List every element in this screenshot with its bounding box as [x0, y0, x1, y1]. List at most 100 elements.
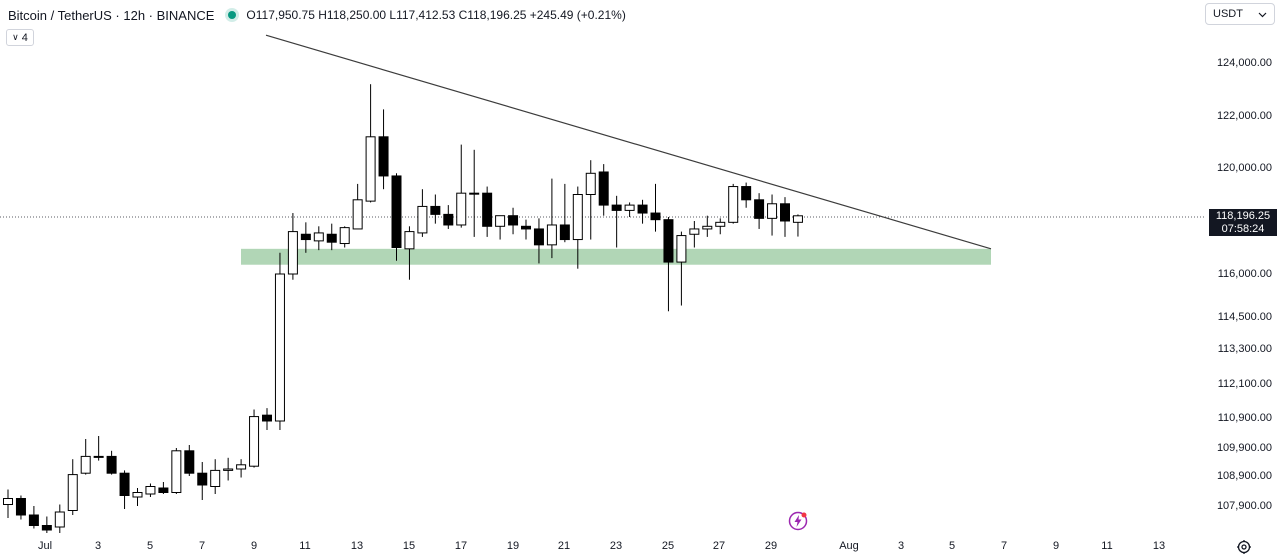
- time-label: 23: [609, 540, 623, 552]
- candle-up: [339, 227, 350, 245]
- candle-up: [715, 221, 726, 227]
- price-scale[interactable]: 124,000.00 122,000.00 120,000.00 116,000…: [1205, 0, 1280, 558]
- candle-up: [417, 205, 428, 234]
- candle-down: [15, 498, 26, 516]
- candle-down: [430, 205, 441, 215]
- candle-down: [197, 472, 208, 486]
- price-label: 110,900.00: [1217, 412, 1272, 424]
- price-label: 108,900.00: [1216, 470, 1272, 482]
- candle-up: [236, 464, 247, 470]
- price-chart[interactable]: [0, 0, 1205, 558]
- candle-up: [313, 232, 324, 242]
- chart-header: Bitcoin / TetherUS · 12h · BINANCE O117,…: [8, 6, 626, 24]
- time-label: 9: [1052, 540, 1060, 552]
- candle-up: [132, 492, 143, 498]
- candle-down: [611, 204, 622, 211]
- time-label: 29: [764, 540, 778, 552]
- candle-down: [41, 525, 52, 531]
- candle-down: [521, 225, 531, 230]
- candle-up: [676, 235, 687, 263]
- gear-icon[interactable]: [1236, 539, 1252, 555]
- candle-up: [352, 199, 363, 230]
- candle-up: [274, 273, 285, 422]
- candle-down: [158, 487, 169, 493]
- candle-up: [702, 225, 713, 230]
- candle-down: [326, 233, 337, 243]
- time-label: 17: [454, 540, 468, 552]
- candle-up: [287, 231, 298, 275]
- price-label: 113,300.00: [1217, 343, 1272, 355]
- time-label: 11: [1101, 540, 1113, 552]
- price-label: 114,500.00: [1217, 311, 1272, 323]
- lightning-icon[interactable]: [788, 511, 808, 531]
- candle-up: [365, 136, 376, 202]
- price-label: 107,900.00: [1216, 500, 1272, 512]
- price-label: 120,000.00: [1216, 162, 1272, 174]
- candle-up: [223, 468, 234, 471]
- candle-up: [469, 192, 480, 195]
- time-label: 15: [402, 540, 416, 552]
- candle-down: [741, 186, 752, 201]
- candle-down: [650, 212, 661, 221]
- time-label: Jul: [37, 540, 53, 552]
- candle-up: [689, 228, 700, 235]
- candle-up: [546, 224, 557, 246]
- price-label: 116,000.00: [1217, 268, 1272, 280]
- time-label: Aug: [839, 540, 859, 552]
- candle-down: [391, 175, 402, 248]
- candle-up: [767, 203, 778, 219]
- candle-up: [210, 469, 221, 487]
- candle-down: [106, 455, 117, 474]
- candle-up: [456, 192, 467, 226]
- last-price-tag: 118,196.25 07:58:24: [1209, 209, 1277, 236]
- candle-down: [637, 204, 648, 214]
- price-label: 112,100.00: [1217, 378, 1272, 390]
- currency-label: USDT: [1213, 8, 1243, 20]
- candle-down: [482, 192, 493, 227]
- time-label: 13: [1152, 540, 1166, 552]
- candle-down: [28, 514, 39, 526]
- candle-down: [533, 228, 544, 246]
- candle-up: [249, 416, 260, 467]
- time-label: 5: [146, 540, 154, 552]
- candle-up: [54, 511, 65, 528]
- price-label: 124,000.00: [1216, 57, 1272, 69]
- candle-down: [378, 136, 389, 177]
- symbol-title[interactable]: Bitcoin / TetherUS · 12h · BINANCE: [8, 7, 215, 23]
- support-zone[interactable]: [241, 248, 991, 265]
- bar-countdown: 07:58:24: [1221, 223, 1265, 235]
- chevron-down-icon: ∨: [12, 32, 19, 42]
- time-label: 25: [661, 540, 675, 552]
- candle-up: [585, 172, 596, 196]
- ohlc-values: O117,950.75 H118,250.00 L117,412.53 C118…: [246, 8, 626, 22]
- candle-up: [3, 498, 13, 505]
- candle-up: [171, 450, 182, 493]
- candle-up: [495, 215, 506, 227]
- candle-up: [792, 215, 803, 223]
- candle-down: [184, 450, 195, 474]
- candle-down: [754, 199, 765, 219]
- time-label: 13: [350, 540, 364, 552]
- indicators-count: 4: [21, 31, 28, 44]
- candle-down: [443, 213, 454, 226]
- indicators-toggle[interactable]: ∨ 4: [6, 29, 34, 46]
- trendline[interactable]: [265, 34, 992, 250]
- time-label: 3: [94, 540, 102, 552]
- candle-up: [67, 474, 78, 512]
- time-label: 11: [299, 540, 311, 552]
- candle-down: [663, 219, 674, 263]
- candles-group: [3, 84, 803, 533]
- price-label: 122,000.00: [1216, 110, 1272, 122]
- time-label: 7: [198, 540, 206, 552]
- time-label: 3: [897, 540, 905, 552]
- market-status-dot: [228, 11, 237, 19]
- currency-button[interactable]: USDT: [1205, 3, 1275, 25]
- candle-down: [508, 215, 519, 226]
- candle-down: [559, 224, 570, 241]
- candle-down: [300, 233, 311, 241]
- candle-up: [80, 455, 91, 474]
- last-price-value: 118,196.25: [1215, 210, 1271, 222]
- time-label: 7: [1000, 540, 1008, 552]
- candle-up: [93, 455, 104, 458]
- time-label: 9: [250, 540, 258, 552]
